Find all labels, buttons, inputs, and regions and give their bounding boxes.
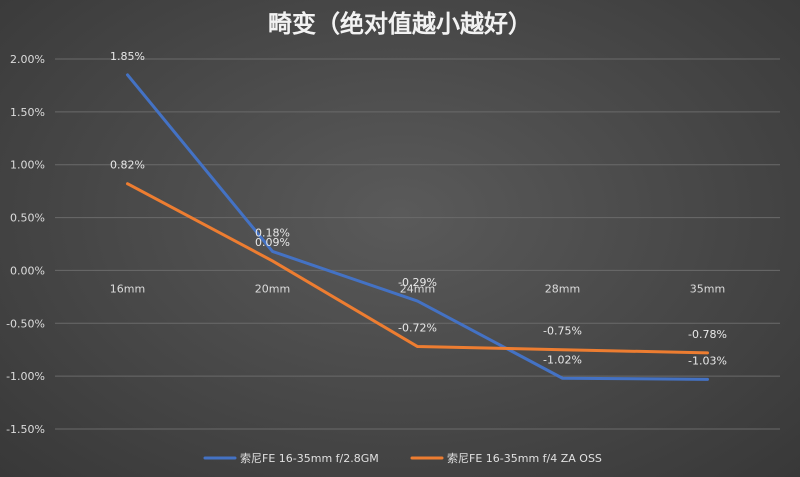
series-line-1: [126, 73, 709, 381]
x-tick-label: 24mm: [400, 282, 435, 295]
data-label: -1.03%: [688, 354, 727, 367]
data-labels: 1.85% 0.18% -0.29% -1.02% -1.03% 0.82% 0.09% -0…: [110, 50, 727, 367]
data-label: 0.82%: [110, 159, 145, 172]
y-tick-label: 1.00%: [10, 159, 45, 172]
data-label: 1.85%: [110, 50, 145, 63]
x-tick-label: 20mm: [255, 282, 290, 295]
x-axis-ticks: 16mm 20mm 24mm 28mm 35mm: [110, 282, 725, 295]
legend: 索尼FE 16-35mm f/2.8GM 索尼FE 16-35mm f/4 ZA …: [203, 451, 602, 465]
data-label: -0.78%: [688, 328, 727, 341]
y-tick-label: 1.50%: [10, 106, 45, 119]
y-tick-label: -1.00%: [6, 370, 45, 383]
data-label: -0.72%: [398, 322, 437, 335]
data-label: -0.75%: [543, 325, 582, 338]
legend-label: 索尼FE 16-35mm f/2.8GM: [240, 451, 379, 465]
series-line-2: [126, 182, 709, 355]
chart-title: 畸变（绝对值越小越好）: [268, 10, 532, 38]
x-tick-label: 16mm: [110, 282, 145, 295]
data-label: -1.02%: [543, 353, 582, 366]
series-lines: [126, 73, 709, 381]
y-axis-ticks: 2.00% 1.50% 1.00% 0.50% 0.00% -0.50% -1.00% -1.…: [6, 53, 45, 436]
x-tick-label: 35mm: [690, 282, 725, 295]
y-tick-label: -0.50%: [6, 317, 45, 330]
legend-label: 索尼FE 16-35mm f/4 ZA OSS: [447, 451, 602, 465]
y-tick-label: -1.50%: [6, 423, 45, 436]
gridlines: [55, 58, 780, 430]
data-label: -0.29%: [398, 276, 437, 289]
y-tick-label: 2.00%: [10, 53, 45, 66]
x-tick-label: 28mm: [545, 282, 580, 295]
data-label: 0.09%: [255, 236, 290, 249]
y-tick-label: 0.00%: [10, 264, 45, 277]
y-tick-label: 0.50%: [10, 212, 45, 225]
data-label: 0.18%: [255, 226, 290, 239]
